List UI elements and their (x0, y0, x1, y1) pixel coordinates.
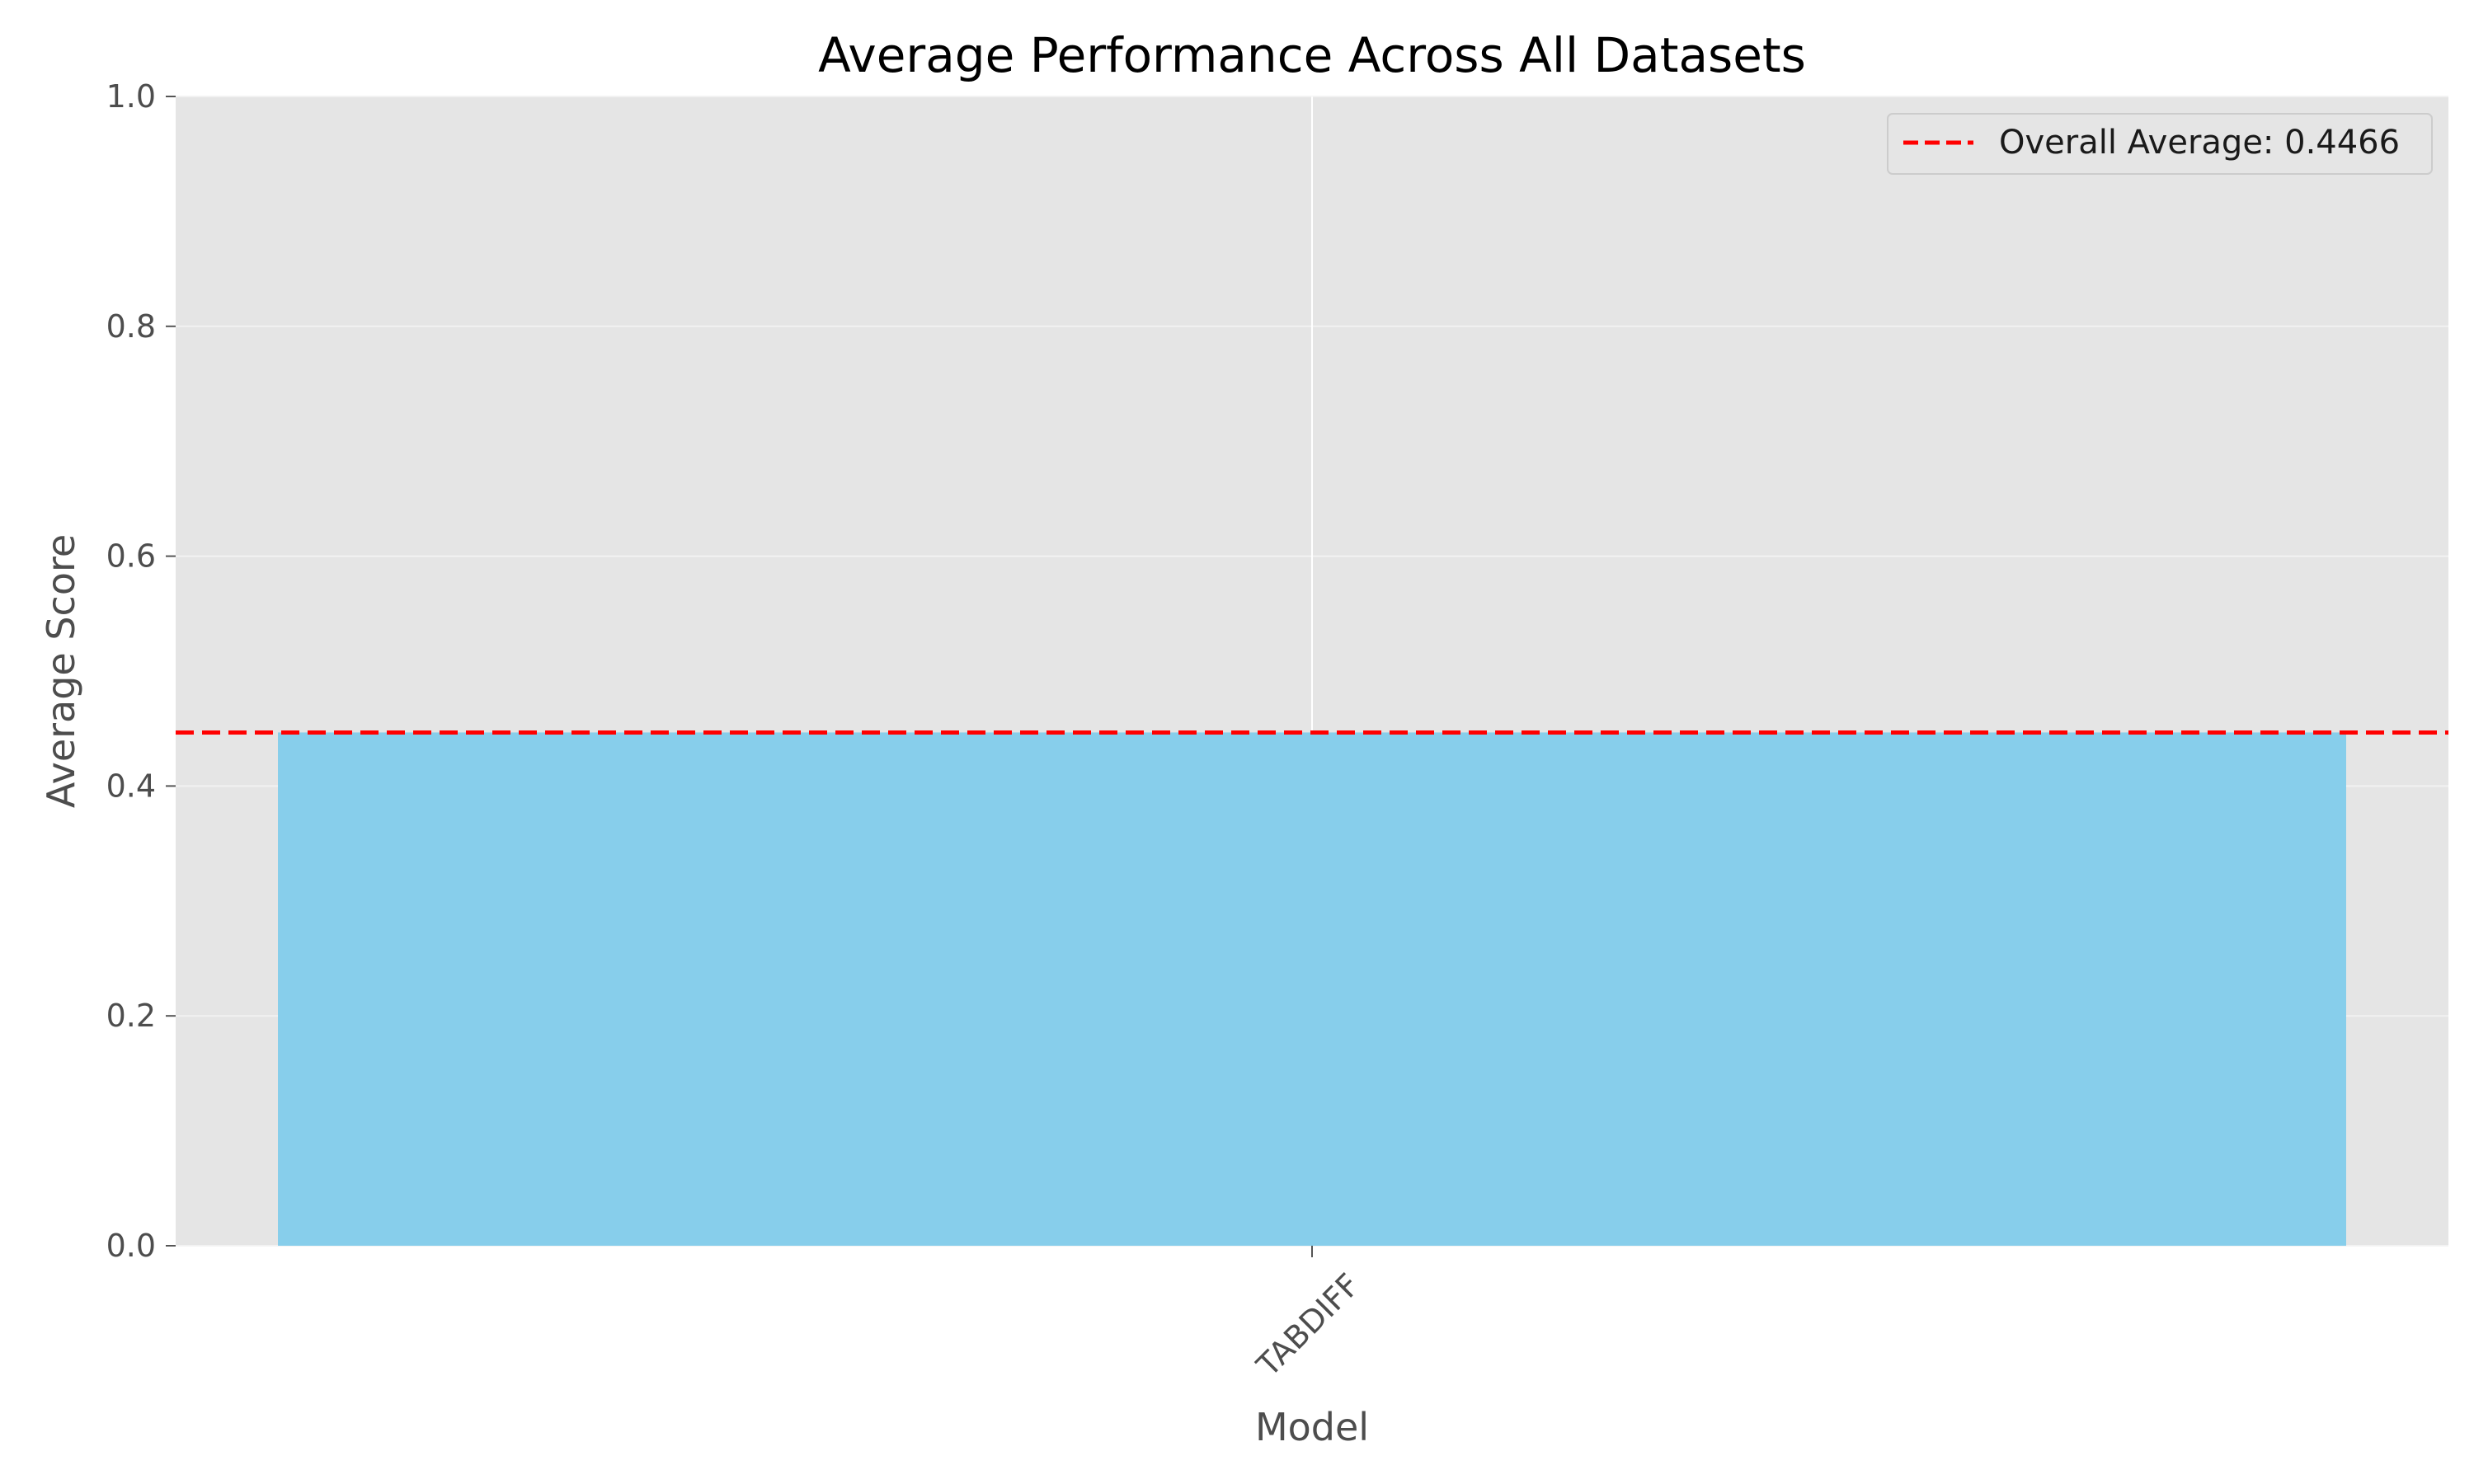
y-tick-label: 0.2 (106, 998, 156, 1034)
y-tick-label: 0.8 (106, 308, 156, 345)
legend-box (1887, 113, 2433, 175)
y-axis-label: Average Score (39, 534, 83, 808)
x-tick-label: TABDIFF (1249, 1266, 1366, 1383)
y-tick-label: 0.6 (106, 538, 156, 575)
y-tick-label: 0.4 (106, 768, 156, 804)
axis-ticks: 0.0 0.2 0.4 0.6 0.8 1.0 TABDIFF (106, 78, 1367, 1384)
y-tick-label: 1.0 (106, 78, 156, 115)
bars (278, 732, 2346, 1246)
chart-title: Average Performance Across All Datasets (818, 27, 1806, 83)
bar-tabdiff (278, 732, 2346, 1246)
legend-label: Overall Average: 0.4466 (1999, 124, 2400, 162)
legend: Overall Average: 0.4466 (1887, 113, 2433, 175)
y-tick-label: 0.0 (106, 1228, 156, 1264)
x-axis-label: Model (1255, 1405, 1369, 1449)
